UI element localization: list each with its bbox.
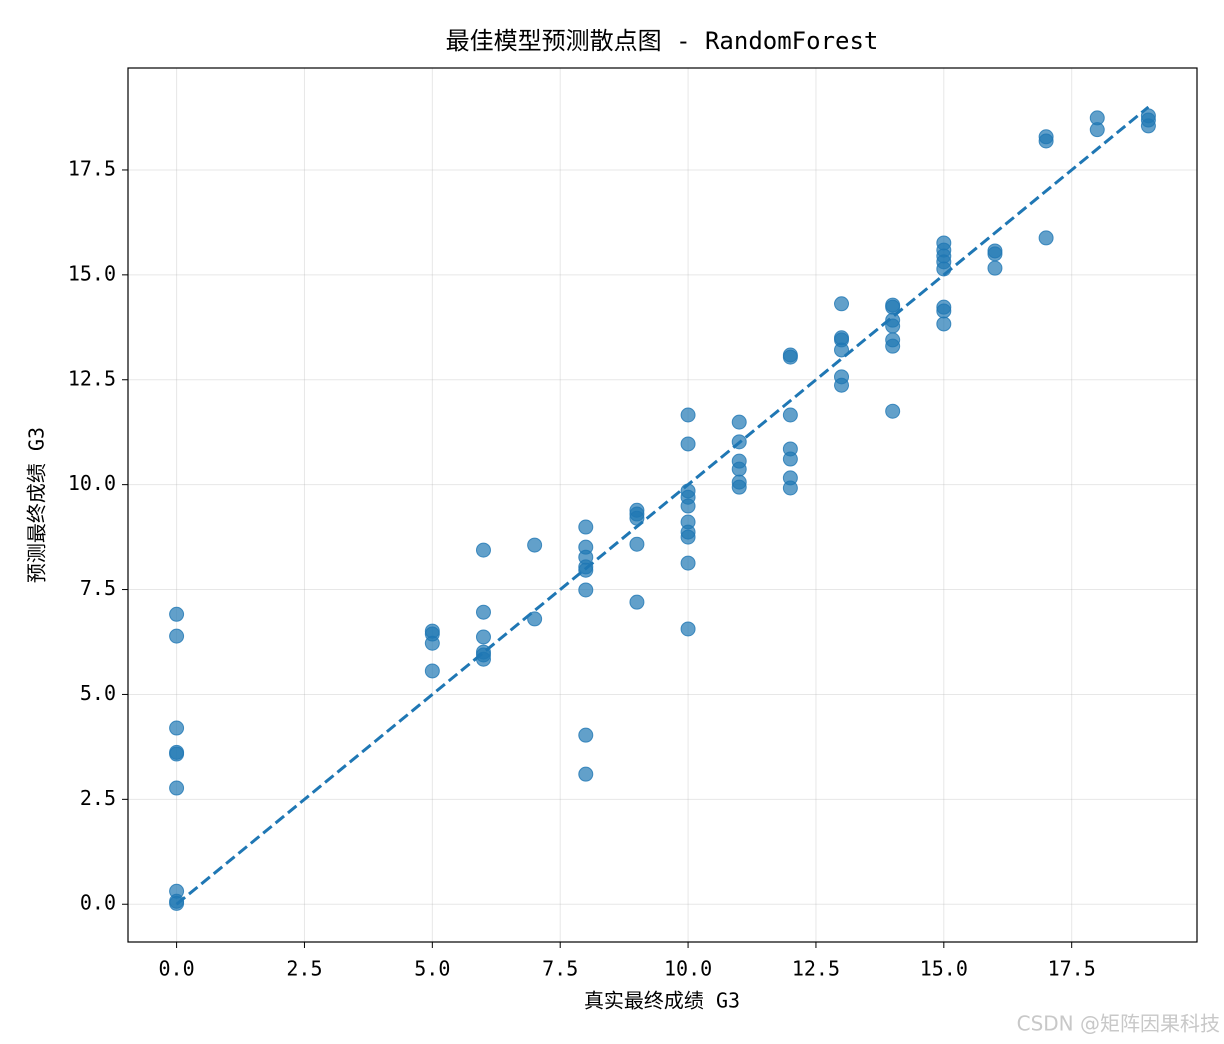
point <box>578 582 594 598</box>
point <box>169 746 185 762</box>
point <box>475 604 491 620</box>
point <box>834 296 850 312</box>
x-tick-label: 5.0 <box>414 957 450 981</box>
point <box>527 611 543 627</box>
point <box>424 663 440 679</box>
point <box>680 621 696 637</box>
point <box>987 246 1003 262</box>
point <box>169 720 185 736</box>
point <box>731 479 747 495</box>
point <box>1089 122 1105 138</box>
point <box>475 542 491 558</box>
point <box>680 407 696 423</box>
point <box>834 342 850 358</box>
point <box>475 629 491 645</box>
x-tick-label: 2.5 <box>286 957 322 981</box>
point <box>680 555 696 571</box>
point <box>424 635 440 651</box>
point <box>169 606 185 622</box>
x-tick-label: 7.5 <box>542 957 578 981</box>
point <box>680 436 696 452</box>
point <box>731 461 747 477</box>
point <box>475 651 491 667</box>
point <box>782 407 798 423</box>
point <box>1038 230 1054 246</box>
point <box>680 529 696 545</box>
watermark: CSDN @矩阵因果科技 <box>1017 1012 1220 1036</box>
point <box>680 498 696 514</box>
x-tick-label: 15.0 <box>920 957 968 981</box>
y-tick-label: 15.0 <box>68 261 116 285</box>
point <box>578 727 594 743</box>
point <box>578 519 594 535</box>
point <box>782 480 798 496</box>
y-axis-label: 预测最终成绩 G3 <box>25 427 49 583</box>
x-axis-label: 真实最终成绩 G3 <box>584 989 740 1013</box>
point <box>527 537 543 553</box>
point <box>169 628 185 644</box>
y-tick-label: 2.5 <box>80 786 116 810</box>
point <box>782 451 798 467</box>
point <box>936 303 952 319</box>
point <box>629 594 645 610</box>
plot-frame <box>127 67 1198 943</box>
point <box>169 780 185 796</box>
y-tick-label: 10.0 <box>68 471 116 495</box>
point <box>885 403 901 419</box>
point <box>578 766 594 782</box>
point <box>782 349 798 365</box>
point <box>629 536 645 552</box>
y-tick-label: 5.0 <box>80 681 116 705</box>
point <box>731 414 747 430</box>
y-tick-label: 0.0 <box>80 891 116 915</box>
x-tick-label: 12.5 <box>792 957 840 981</box>
point <box>1038 133 1054 149</box>
point <box>885 338 901 354</box>
point <box>1140 118 1156 134</box>
point <box>936 316 952 332</box>
y-tick-label: 17.5 <box>68 156 116 180</box>
point <box>987 260 1003 276</box>
y-tick-label: 12.5 <box>68 366 116 390</box>
x-tick-label: 17.5 <box>1048 957 1096 981</box>
reference-line <box>175 105 1150 906</box>
x-tick-label: 10.0 <box>664 957 712 981</box>
x-tick-label: 0.0 <box>159 957 195 981</box>
point <box>834 377 850 393</box>
y-tick-label: 7.5 <box>80 576 116 600</box>
chart-title: 最佳模型预测散点图 - RandomForest <box>446 27 879 55</box>
